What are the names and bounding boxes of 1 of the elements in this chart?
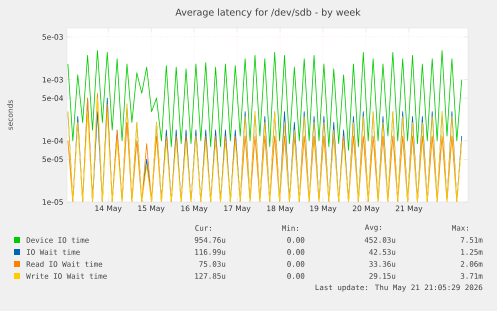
chart-title: Average latency for /dev/sdb - by week (175, 8, 361, 18)
